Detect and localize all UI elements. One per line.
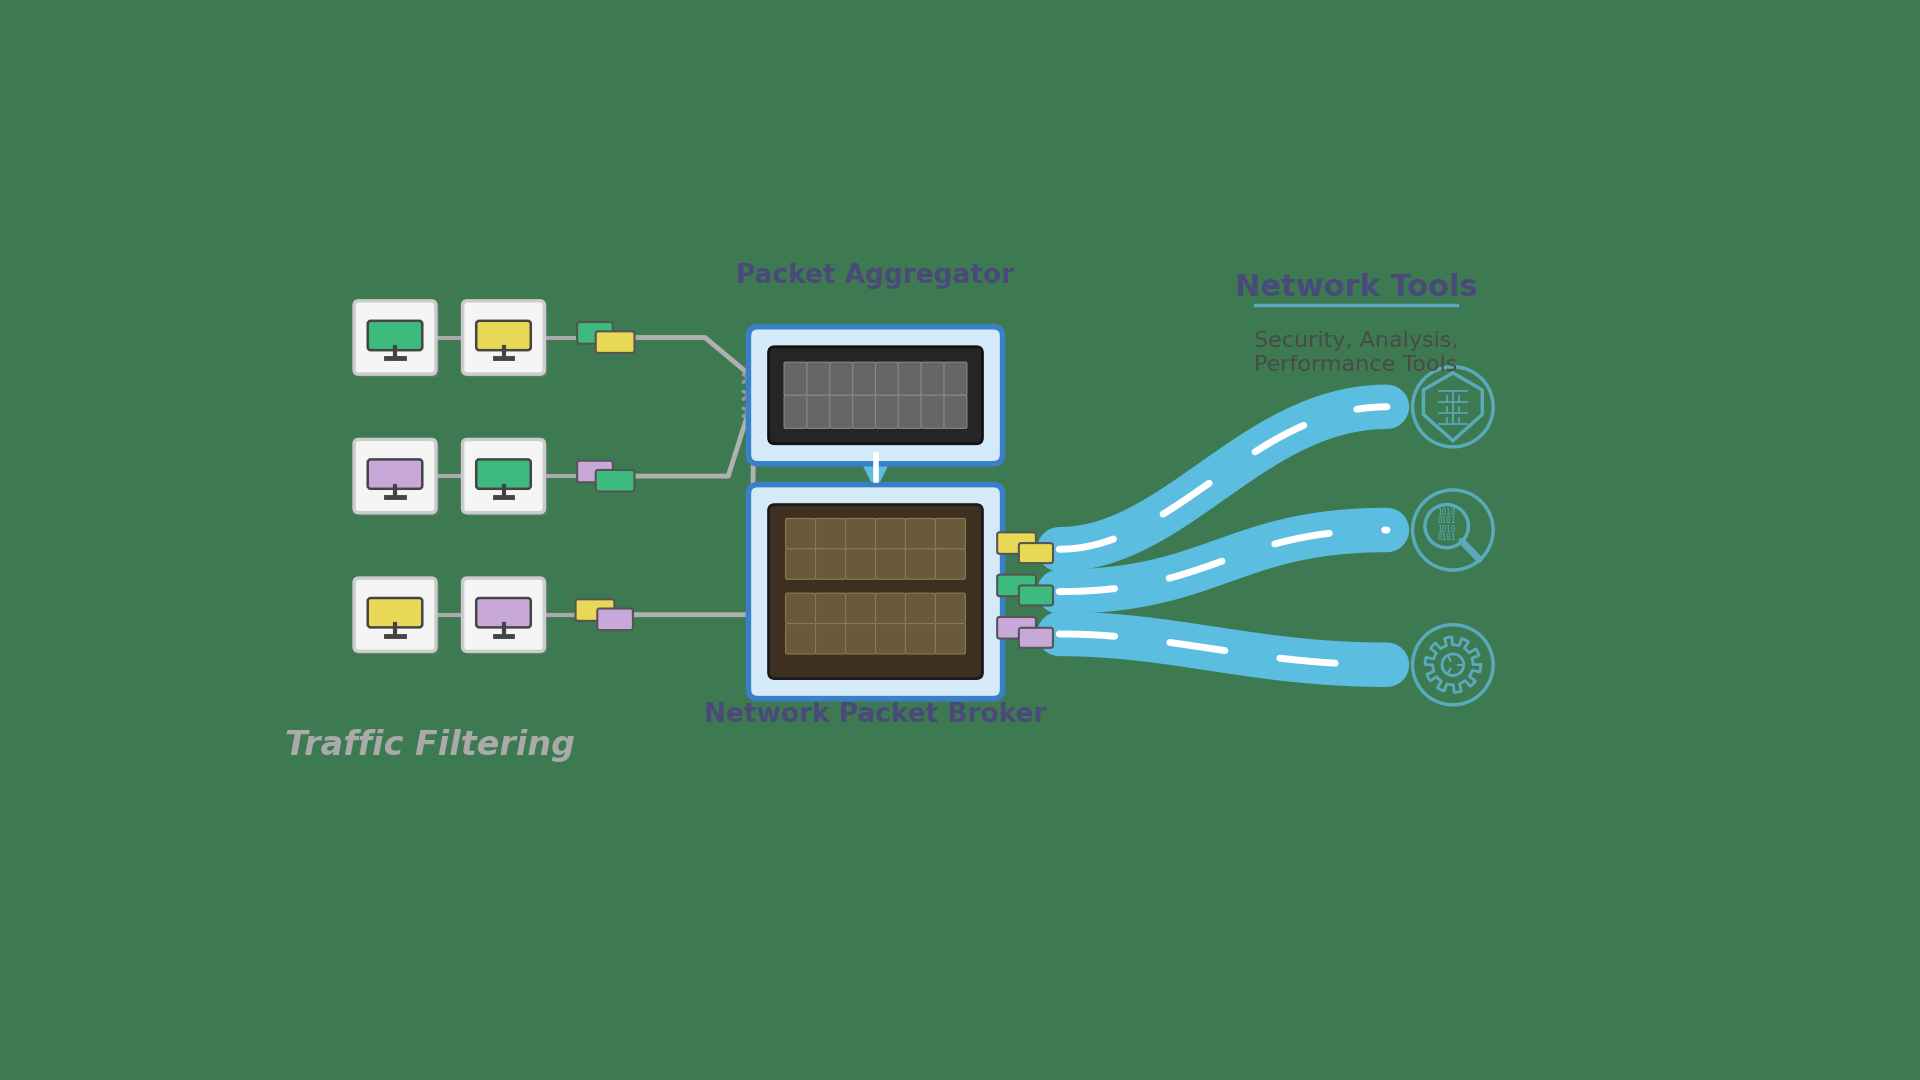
FancyBboxPatch shape [578, 322, 612, 343]
FancyBboxPatch shape [1020, 543, 1052, 563]
Text: Security, Analysis,
Performance Tools: Security, Analysis, Performance Tools [1254, 332, 1459, 375]
FancyBboxPatch shape [945, 362, 968, 395]
Text: Packet Aggregator: Packet Aggregator [737, 262, 1014, 289]
FancyBboxPatch shape [852, 395, 876, 429]
FancyBboxPatch shape [369, 598, 422, 627]
FancyBboxPatch shape [996, 532, 1037, 554]
FancyBboxPatch shape [876, 395, 899, 429]
FancyBboxPatch shape [595, 470, 634, 491]
FancyBboxPatch shape [922, 362, 945, 395]
FancyBboxPatch shape [906, 593, 935, 623]
FancyBboxPatch shape [845, 549, 876, 579]
FancyBboxPatch shape [749, 327, 1002, 463]
FancyBboxPatch shape [783, 362, 806, 395]
FancyBboxPatch shape [876, 623, 906, 654]
Text: 0101: 0101 [1438, 516, 1455, 525]
FancyBboxPatch shape [829, 362, 852, 395]
FancyBboxPatch shape [876, 549, 906, 579]
FancyBboxPatch shape [876, 518, 906, 549]
FancyBboxPatch shape [768, 347, 983, 444]
FancyBboxPatch shape [476, 321, 530, 350]
FancyBboxPatch shape [576, 599, 614, 621]
FancyBboxPatch shape [816, 549, 845, 579]
FancyBboxPatch shape [369, 321, 422, 350]
FancyBboxPatch shape [806, 362, 829, 395]
FancyBboxPatch shape [876, 362, 899, 395]
FancyBboxPatch shape [852, 362, 876, 395]
Text: 0101: 0101 [1438, 534, 1455, 542]
FancyBboxPatch shape [922, 395, 945, 429]
FancyBboxPatch shape [783, 395, 806, 429]
FancyBboxPatch shape [935, 593, 966, 623]
FancyBboxPatch shape [476, 598, 530, 627]
FancyBboxPatch shape [899, 395, 922, 429]
FancyBboxPatch shape [467, 303, 547, 377]
Text: 1010: 1010 [1438, 508, 1455, 517]
FancyBboxPatch shape [467, 443, 547, 516]
FancyBboxPatch shape [463, 301, 545, 374]
FancyBboxPatch shape [996, 617, 1037, 638]
FancyBboxPatch shape [467, 581, 547, 654]
FancyBboxPatch shape [369, 459, 422, 489]
FancyBboxPatch shape [845, 593, 876, 623]
FancyBboxPatch shape [935, 623, 966, 654]
FancyBboxPatch shape [476, 459, 530, 489]
Text: Network Packet Broker: Network Packet Broker [705, 702, 1046, 728]
FancyBboxPatch shape [816, 518, 845, 549]
FancyBboxPatch shape [353, 301, 436, 374]
FancyBboxPatch shape [357, 303, 440, 377]
FancyBboxPatch shape [806, 395, 829, 429]
FancyBboxPatch shape [463, 578, 545, 651]
FancyBboxPatch shape [816, 593, 845, 623]
Text: Network Tools: Network Tools [1235, 273, 1476, 302]
FancyBboxPatch shape [816, 623, 845, 654]
FancyBboxPatch shape [353, 440, 436, 513]
FancyBboxPatch shape [899, 362, 922, 395]
FancyBboxPatch shape [845, 623, 876, 654]
FancyBboxPatch shape [578, 461, 612, 483]
FancyBboxPatch shape [996, 575, 1037, 596]
Text: Traffic Filtering: Traffic Filtering [284, 729, 574, 762]
FancyBboxPatch shape [935, 549, 966, 579]
FancyBboxPatch shape [845, 518, 876, 549]
FancyBboxPatch shape [785, 549, 816, 579]
FancyBboxPatch shape [595, 332, 634, 353]
FancyBboxPatch shape [768, 504, 983, 678]
FancyBboxPatch shape [935, 518, 966, 549]
FancyBboxPatch shape [829, 395, 852, 429]
FancyBboxPatch shape [1020, 627, 1052, 648]
FancyBboxPatch shape [353, 578, 436, 651]
FancyBboxPatch shape [597, 608, 634, 630]
FancyBboxPatch shape [785, 518, 816, 549]
FancyBboxPatch shape [357, 443, 440, 516]
FancyBboxPatch shape [357, 581, 440, 654]
FancyBboxPatch shape [463, 440, 545, 513]
FancyBboxPatch shape [1020, 585, 1052, 606]
FancyBboxPatch shape [785, 623, 816, 654]
FancyBboxPatch shape [906, 623, 935, 654]
FancyBboxPatch shape [906, 518, 935, 549]
FancyBboxPatch shape [876, 593, 906, 623]
FancyBboxPatch shape [945, 395, 968, 429]
FancyBboxPatch shape [785, 593, 816, 623]
FancyBboxPatch shape [749, 485, 1002, 699]
FancyBboxPatch shape [906, 549, 935, 579]
Text: 1010: 1010 [1438, 525, 1455, 534]
